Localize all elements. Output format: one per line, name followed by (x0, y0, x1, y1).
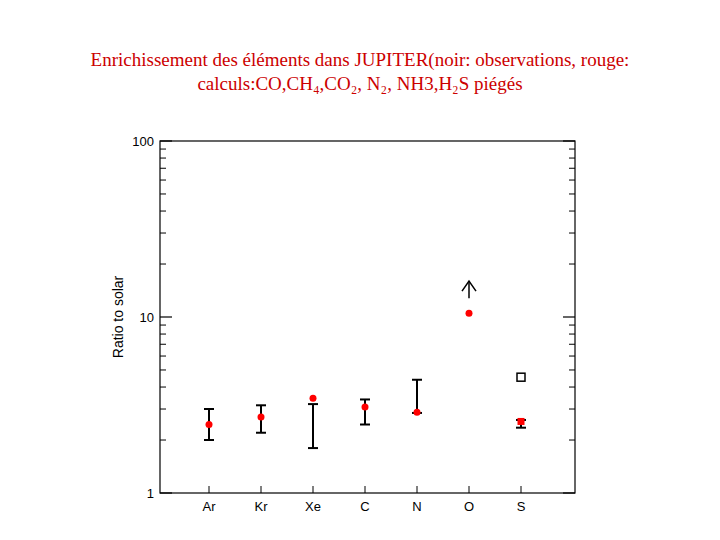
point (206, 421, 213, 428)
x-tick (521, 486, 522, 493)
error-bar (412, 380, 422, 413)
error-bar-cap (360, 424, 370, 426)
y-tick (160, 140, 172, 141)
x-tick-label: Ar (203, 499, 217, 514)
x-tick (313, 486, 314, 493)
y-tick-label: 100 (132, 134, 154, 149)
x-tick-label: S (517, 499, 526, 514)
point (258, 414, 265, 421)
x-tick-label: O (464, 499, 474, 514)
plot-frame (160, 141, 575, 493)
title: calculs:CO,CH₄,CO₂, N₂, NH3,H₂S piégés (197, 73, 522, 94)
y-tick (563, 492, 575, 493)
y-minor-tick (569, 158, 575, 159)
error-bar (360, 399, 370, 424)
y-minor-tick (160, 334, 166, 335)
x-tick (261, 486, 262, 493)
x-tick-label: Kr (255, 499, 269, 514)
y-minor-tick (569, 149, 575, 150)
x-tick (365, 486, 366, 493)
error-bar (256, 405, 266, 432)
y-tick-label: 10 (140, 310, 154, 325)
x-tick-label: C (360, 499, 369, 514)
point (466, 310, 473, 317)
error-bar (204, 409, 214, 440)
y-minor-tick (160, 344, 166, 345)
y-minor-tick (160, 440, 166, 441)
point (414, 409, 421, 416)
y-minor-tick (569, 344, 575, 345)
error-bar (308, 404, 318, 448)
error-bar-line (416, 380, 418, 413)
y-axis-label: Ratio to solar (110, 275, 126, 358)
arrow-head (462, 281, 476, 291)
y-minor-tick (569, 325, 575, 326)
y-tick (563, 140, 575, 141)
error-bar-cap (204, 439, 214, 441)
y-minor-tick (569, 264, 575, 265)
y-minor-tick (160, 168, 166, 169)
error-bar-cap (256, 404, 266, 406)
x-tick-label: Xe (305, 499, 321, 514)
y-minor-tick (160, 369, 166, 370)
y-minor-tick (569, 369, 575, 370)
error-bar-cap (256, 432, 266, 434)
error-bar-cap (204, 408, 214, 410)
y-minor-tick (160, 211, 166, 212)
y-minor-tick (569, 356, 575, 357)
arrow-shaft (468, 282, 470, 298)
lower-limit-arrow (462, 281, 476, 298)
y-minor-tick (569, 211, 575, 212)
y-minor-tick (160, 387, 166, 388)
y-minor-tick (160, 409, 166, 410)
error-bar-line (312, 404, 314, 448)
y-tick (160, 492, 172, 493)
y-minor-tick (160, 264, 166, 265)
error-bar-cap (516, 427, 526, 429)
point (310, 395, 317, 402)
marks (204, 281, 526, 448)
point (517, 373, 525, 381)
chart: Enrichissement des éléments dans JUPITER… (0, 0, 720, 540)
y-minor-tick (569, 180, 575, 181)
error-bar-cap (308, 403, 318, 405)
y-tick-label: 1 (147, 486, 154, 501)
error-bar-cap (360, 398, 370, 400)
point (518, 418, 525, 425)
y-minor-tick (569, 233, 575, 234)
x-tick (209, 486, 210, 493)
y-minor-tick (160, 180, 166, 181)
y-minor-tick (569, 193, 575, 194)
y-minor-tick (160, 356, 166, 357)
error-bar-line (364, 399, 366, 424)
x-tick (469, 486, 470, 493)
y-tick (160, 316, 172, 317)
title: Enrichissement des éléments dans JUPITER… (91, 49, 630, 71)
y-tick (563, 316, 575, 317)
x-tick-label: N (412, 499, 421, 514)
error-bar-cap (308, 447, 318, 449)
point (362, 404, 369, 411)
error-bar-cap (412, 379, 422, 381)
y-minor-tick (160, 325, 166, 326)
y-minor-tick (160, 193, 166, 194)
y-minor-tick (569, 387, 575, 388)
y-minor-tick (160, 158, 166, 159)
y-minor-tick (569, 409, 575, 410)
y-minor-tick (160, 233, 166, 234)
x-tick (417, 486, 418, 493)
y-minor-tick (569, 168, 575, 169)
y-minor-tick (569, 440, 575, 441)
y-minor-tick (569, 334, 575, 335)
y-minor-tick (160, 149, 166, 150)
